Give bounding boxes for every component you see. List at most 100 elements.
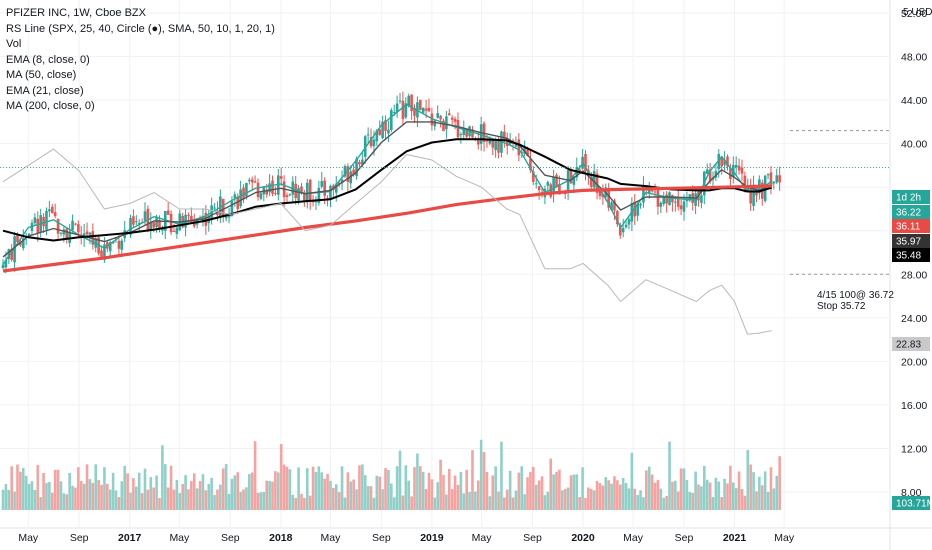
- x-tick-label: 2019: [420, 532, 444, 544]
- candle-body: [503, 131, 506, 140]
- volume-bar: [482, 452, 486, 510]
- volume-bar: [166, 487, 170, 510]
- candle-body: [700, 195, 703, 203]
- volume-bar: [100, 484, 103, 510]
- candle-body: [340, 179, 344, 184]
- volume-bar: [250, 472, 254, 510]
- volume-bar: [16, 464, 19, 510]
- candle-body: [45, 211, 48, 230]
- candle-body: [720, 156, 723, 167]
- candle-body: [482, 123, 486, 142]
- volume-bar: [729, 465, 732, 510]
- candle-body: [598, 190, 602, 197]
- candle-body: [616, 211, 619, 225]
- volume-bar: [120, 481, 124, 510]
- candle-body: [766, 174, 770, 176]
- volume-bar: [349, 481, 353, 510]
- legend-ema21[interactable]: EMA (21, close): [6, 84, 84, 97]
- volume-bar: [363, 475, 367, 510]
- candle-body: [1, 264, 5, 268]
- volume-bar: [91, 482, 95, 510]
- candle-body: [33, 217, 37, 224]
- volume-bar: [760, 485, 764, 510]
- volume-bar: [485, 471, 489, 510]
- volume-bar: [575, 474, 579, 510]
- volume-bar: [662, 497, 666, 510]
- volume-bar: [207, 483, 211, 510]
- volume-bar: [688, 492, 692, 510]
- volume-bar: [192, 473, 196, 510]
- trade-note-line2: Stop 35.72: [817, 301, 866, 312]
- chart-legend[interactable]: PFIZER INC, 1W, Cboe BZX RS Line (SPX, 2…: [6, 6, 275, 115]
- legend-ma200[interactable]: MA (200, close, 0): [6, 100, 95, 112]
- volume-bar: [85, 464, 89, 510]
- volume-bar: [221, 468, 225, 510]
- volume-bar: [224, 464, 228, 510]
- candle-body: [549, 184, 553, 197]
- candle-body: [274, 192, 277, 194]
- candle-body: [355, 158, 358, 177]
- volume-bar: [491, 475, 495, 510]
- volume-bar: [135, 486, 138, 510]
- price-tags: 1d 2h 36.22 36.11 35.97 35.48 22.83 103.71M: [892, 190, 932, 510]
- volume-bar: [143, 468, 147, 510]
- candle-body: [717, 153, 721, 170]
- volume-bar: [653, 482, 657, 510]
- volume-bar: [584, 497, 587, 510]
- candle-body: [169, 213, 173, 233]
- time-axis[interactable]: May Sep 2017 May Sep 2018 May Sep 2019 May Sep 2020…: [18, 532, 795, 544]
- volume-bar: [419, 466, 422, 510]
- price-axis[interactable]: 52.00 48.00 44.00 40.00 28.00 24.00 20.00 16.00…: [901, 7, 932, 499]
- legend-ema8[interactable]: EMA (8, close, 0): [6, 53, 90, 66]
- candle-body: [395, 103, 399, 113]
- volume-bar: [27, 483, 31, 510]
- volume-bar: [369, 486, 373, 510]
- price-tag-label: 36.11: [896, 222, 921, 233]
- legend-title[interactable]: PFIZER INC, 1W, Cboe BZX: [6, 7, 146, 19]
- volume-bar: [163, 464, 167, 510]
- volume-bar: [271, 481, 274, 510]
- candle-body: [752, 184, 755, 206]
- x-tick-label: Sep: [523, 532, 542, 544]
- volume-bar: [375, 475, 379, 510]
- volume-bar: [19, 471, 22, 510]
- volume-bar: [746, 449, 750, 510]
- candle-body: [4, 260, 8, 268]
- y-tick-label: 44.00: [901, 95, 927, 107]
- volume-bar: [679, 468, 683, 510]
- candle-body: [135, 221, 138, 223]
- candle-body: [491, 140, 495, 148]
- candle-body: [149, 221, 153, 231]
- volume-bar: [259, 492, 263, 510]
- volume-bar: [288, 469, 292, 510]
- volume-bar: [743, 495, 747, 510]
- x-tick-label: Sep: [221, 532, 240, 544]
- candle-body: [534, 183, 538, 185]
- legend-ma50[interactable]: MA (50, close): [6, 69, 77, 81]
- candle-body: [248, 179, 251, 182]
- volume-bar: [636, 494, 639, 510]
- volume-bar: [450, 489, 454, 510]
- volume-bar: [503, 497, 506, 510]
- candle-body: [236, 196, 240, 210]
- candle-body: [378, 129, 382, 135]
- volume-bar: [421, 471, 425, 510]
- candle-body: [746, 187, 750, 192]
- volume-bar: [581, 467, 584, 510]
- volume-bar: [546, 491, 550, 510]
- volume-bar: [195, 488, 199, 510]
- legend-vol[interactable]: Vol: [6, 38, 22, 50]
- volume-bar: [62, 493, 66, 510]
- candle-body: [100, 250, 103, 259]
- x-tick-label: 2018: [269, 532, 293, 544]
- candle-body: [305, 182, 309, 203]
- volume-bar: [720, 497, 723, 510]
- candle-body: [230, 201, 234, 217]
- volume-bar: [216, 489, 219, 510]
- volume-bar: [497, 491, 500, 510]
- legend-rs-line[interactable]: RS Line (SPX, 25, 40, Circle (●), SMA, 5…: [6, 22, 275, 35]
- volume-bar: [471, 450, 474, 510]
- candle-body: [505, 138, 509, 146]
- volume-bar: [111, 472, 115, 510]
